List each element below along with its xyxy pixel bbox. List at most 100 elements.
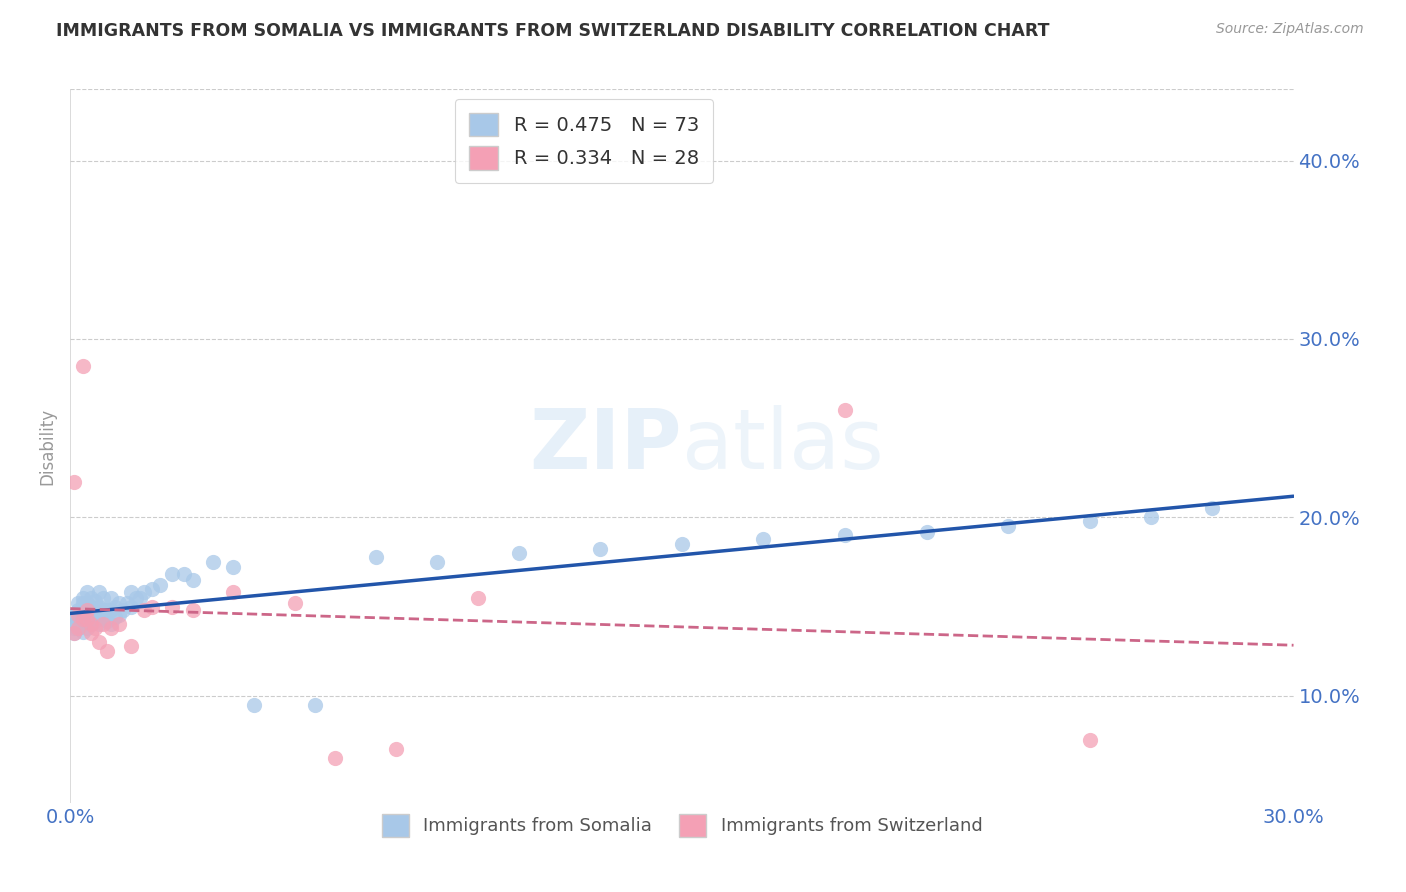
Point bbox=[76, 596, 98, 610]
Point bbox=[87, 617, 110, 632]
Point bbox=[79, 599, 103, 614]
Point bbox=[108, 617, 131, 632]
Point bbox=[100, 617, 122, 632]
Point bbox=[121, 585, 143, 599]
Text: Source: ZipAtlas.com: Source: ZipAtlas.com bbox=[1216, 22, 1364, 37]
Point bbox=[72, 612, 94, 626]
Point bbox=[72, 603, 94, 617]
Point bbox=[181, 603, 204, 617]
Point bbox=[72, 596, 94, 610]
Point bbox=[83, 594, 105, 608]
Point bbox=[173, 567, 195, 582]
Point bbox=[121, 599, 143, 614]
Point bbox=[91, 591, 114, 605]
Point bbox=[108, 596, 131, 610]
Point bbox=[87, 585, 110, 599]
Point bbox=[67, 608, 90, 623]
Point bbox=[96, 644, 118, 658]
Point bbox=[128, 591, 150, 605]
Point bbox=[132, 603, 155, 617]
Point bbox=[426, 555, 449, 569]
Point bbox=[112, 603, 135, 617]
Point bbox=[63, 608, 86, 623]
Point bbox=[67, 621, 90, 635]
Point bbox=[67, 605, 90, 619]
Point bbox=[63, 626, 86, 640]
Point bbox=[100, 603, 122, 617]
Point bbox=[834, 528, 856, 542]
Point bbox=[141, 599, 163, 614]
Point bbox=[117, 596, 139, 610]
Point bbox=[1078, 514, 1101, 528]
Point bbox=[79, 626, 103, 640]
Point bbox=[87, 608, 110, 623]
Point bbox=[83, 621, 105, 635]
Point bbox=[671, 537, 693, 551]
Point bbox=[67, 614, 90, 628]
Point bbox=[385, 742, 408, 756]
Point bbox=[508, 546, 530, 560]
Legend: Immigrants from Somalia, Immigrants from Switzerland: Immigrants from Somalia, Immigrants from… bbox=[374, 807, 990, 844]
Point bbox=[76, 603, 98, 617]
Point bbox=[222, 585, 245, 599]
Point bbox=[100, 591, 122, 605]
Point bbox=[67, 603, 90, 617]
Point bbox=[589, 542, 612, 557]
Point bbox=[72, 624, 94, 639]
Point bbox=[108, 608, 131, 623]
Point bbox=[124, 591, 146, 605]
Point bbox=[104, 599, 127, 614]
Point bbox=[752, 532, 775, 546]
Point bbox=[87, 635, 110, 649]
Point bbox=[1139, 510, 1161, 524]
Point bbox=[83, 605, 105, 619]
Point bbox=[91, 617, 114, 632]
Point bbox=[1078, 733, 1101, 747]
Point bbox=[132, 585, 155, 599]
Point bbox=[141, 582, 163, 596]
Point bbox=[467, 591, 489, 605]
Point bbox=[149, 578, 172, 592]
Y-axis label: Disability: Disability bbox=[38, 408, 56, 484]
Point bbox=[284, 596, 307, 610]
Point bbox=[202, 555, 225, 569]
Point bbox=[79, 591, 103, 605]
Point bbox=[67, 621, 90, 635]
Point bbox=[100, 621, 122, 635]
Point bbox=[121, 639, 143, 653]
Point bbox=[222, 560, 245, 574]
Point bbox=[997, 519, 1019, 533]
Point bbox=[72, 608, 94, 623]
Text: ZIP: ZIP bbox=[530, 406, 682, 486]
Point bbox=[79, 608, 103, 623]
Point bbox=[72, 359, 94, 373]
Point bbox=[915, 524, 938, 539]
Point bbox=[67, 612, 90, 626]
Point bbox=[1201, 501, 1223, 516]
Point bbox=[76, 585, 98, 599]
Text: atlas: atlas bbox=[682, 406, 883, 486]
Point bbox=[87, 599, 110, 614]
Point bbox=[63, 621, 86, 635]
Point bbox=[79, 617, 103, 632]
Point bbox=[63, 626, 86, 640]
Point bbox=[79, 617, 103, 632]
Point bbox=[243, 698, 266, 712]
Point bbox=[181, 573, 204, 587]
Point bbox=[83, 614, 105, 628]
Point bbox=[91, 612, 114, 626]
Point bbox=[366, 549, 388, 564]
Point bbox=[72, 612, 94, 626]
Point bbox=[96, 603, 118, 617]
Point bbox=[63, 475, 86, 489]
Point bbox=[104, 610, 127, 624]
Point bbox=[72, 591, 94, 605]
Point bbox=[67, 596, 90, 610]
Point bbox=[76, 603, 98, 617]
Point bbox=[63, 617, 86, 632]
Point bbox=[76, 621, 98, 635]
Point bbox=[162, 599, 183, 614]
Point bbox=[304, 698, 326, 712]
Point bbox=[72, 617, 94, 632]
Point bbox=[96, 614, 118, 628]
